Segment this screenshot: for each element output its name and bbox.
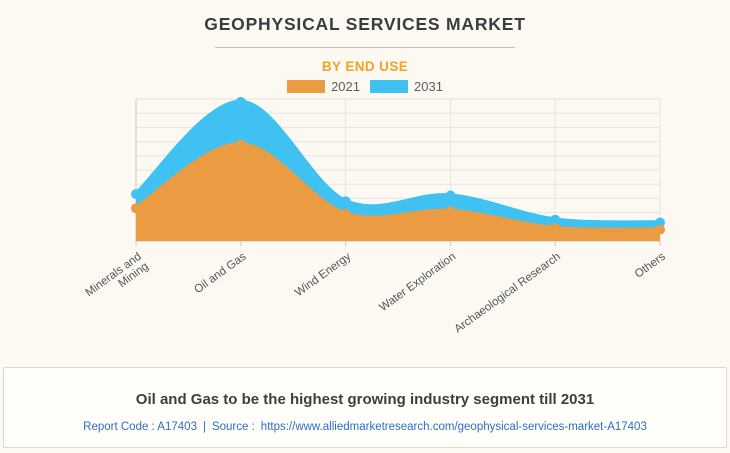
legend-swatch-2021-icon [287, 80, 326, 93]
source-line: Report Code : A17403 | Source : https://… [83, 421, 647, 433]
data-point-marker-2021[interactable] [131, 203, 141, 214]
data-point-marker-2021[interactable] [340, 209, 351, 220]
data-point-marker-2031[interactable] [655, 217, 665, 228]
area-line-2021 [133, 142, 663, 233]
data-point-marker-2021[interactable] [235, 139, 246, 150]
legend-label-2031: 2031 [414, 79, 443, 94]
data-point-marker-2031[interactable] [235, 96, 246, 107]
legend-item-2021[interactable]: 2021 [287, 79, 360, 94]
chart-legend: 2021 2031 [0, 79, 730, 94]
legend-label-2021: 2021 [331, 79, 360, 94]
title-divider [215, 47, 515, 48]
source-url-link[interactable]: https://www.alliedmarketresearch.com/geo… [260, 420, 647, 433]
data-point-marker-2021[interactable] [550, 223, 561, 234]
x-axis-label: Archaeological Research [452, 251, 562, 336]
data-point-marker-2031[interactable] [340, 196, 351, 207]
area-line-2031 [133, 99, 663, 225]
data-point-marker-2031[interactable] [131, 189, 141, 200]
page-title: GEOPHYSICAL SERVICES MARKET [204, 14, 526, 34]
area-fill-2021 [136, 144, 660, 241]
data-point-marker-2021[interactable] [445, 206, 456, 217]
x-axis-labels: Minerals andMining Oil and Gas Wind Energy… [83, 251, 668, 336]
footer-card: Oil and Gas to be the highest growing in… [3, 367, 727, 448]
data-point-marker-2021[interactable] [655, 224, 665, 235]
chart-caption: Oil and Gas to be the highest growing in… [135, 390, 595, 408]
source-label: Source : [211, 420, 255, 433]
x-axis-label: Others [633, 251, 668, 281]
chart-subtitle: BY END USE [321, 59, 409, 74]
data-point-marker-2031[interactable] [445, 190, 456, 201]
separator: | [202, 420, 206, 433]
data-point-marker-2031[interactable] [550, 214, 561, 225]
x-axis-label: Oil and Gas [192, 251, 248, 297]
legend-item-2031[interactable]: 2031 [370, 79, 443, 94]
legend-swatch-2031-icon [370, 80, 408, 93]
x-axis-label: Wind Energy [293, 251, 354, 300]
area-chart: Minerals andMining Oil and Gas Wind Energy… [83, 96, 668, 336]
x-axis-label: Water Exploration [378, 251, 459, 314]
x-axis-label: Minerals andMining [83, 251, 150, 309]
series-2021 [131, 139, 665, 241]
report-code: Report Code : A17403 [83, 420, 197, 433]
